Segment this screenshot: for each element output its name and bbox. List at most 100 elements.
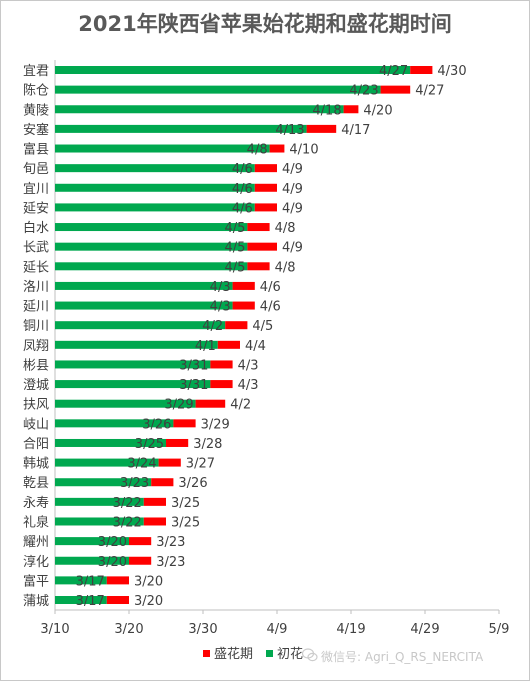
x-tick-label: 5/9 xyxy=(489,622,510,637)
data-label-full: 3/20 xyxy=(134,594,163,609)
bar-full-bloom xyxy=(247,262,270,271)
legend-label: 初花 xyxy=(277,646,303,662)
category-label: 合阳 xyxy=(23,437,49,452)
chart-title: 2021年陕西省苹果始花期和盛花期时间 xyxy=(78,12,452,36)
data-label-full: 3/25 xyxy=(171,496,200,511)
bar-initial-bloom xyxy=(55,66,411,74)
bar-full-bloom xyxy=(254,203,277,212)
bar-full-bloom xyxy=(254,183,277,192)
bar-initial-bloom xyxy=(55,380,211,389)
bar-full-bloom xyxy=(254,164,277,173)
bar-full-bloom xyxy=(343,105,359,114)
data-label-initial: 3/20 xyxy=(98,555,127,570)
data-label-full: 4/9 xyxy=(282,241,303,256)
bar-full-bloom xyxy=(173,419,196,428)
data-label-initial: 4/3 xyxy=(210,300,231,315)
bar-full-bloom xyxy=(210,360,233,369)
data-label-initial: 4/27 xyxy=(379,64,408,79)
category-label: 富县 xyxy=(23,142,49,158)
bar-full-bloom xyxy=(210,380,233,389)
bar-full-bloom xyxy=(106,596,129,605)
bar-full-bloom xyxy=(166,438,189,447)
category-label: 耀州 xyxy=(23,535,49,550)
bar-initial-bloom xyxy=(55,144,270,153)
data-label-initial: 4/18 xyxy=(312,103,341,118)
bar-initial-bloom xyxy=(55,203,255,212)
bar-full-bloom xyxy=(151,478,174,487)
data-label-initial: 4/13 xyxy=(275,123,304,138)
x-tick-label: 4/19 xyxy=(336,622,365,637)
bar-full-bloom xyxy=(143,517,166,526)
data-label-initial: 3/31 xyxy=(179,378,208,393)
category-label: 宜川 xyxy=(23,182,49,197)
data-label-full: 4/4 xyxy=(245,339,266,354)
bar-initial-bloom xyxy=(55,262,248,271)
data-label-full: 3/26 xyxy=(178,476,207,491)
bar-full-bloom xyxy=(195,399,226,408)
bar-full-bloom xyxy=(143,497,166,506)
bar-initial-bloom xyxy=(55,556,129,565)
bar-initial-bloom xyxy=(55,419,174,428)
category-label: 洛川 xyxy=(23,280,49,295)
category-label: 延长 xyxy=(23,260,49,275)
data-label-full: 4/8 xyxy=(275,221,296,236)
bar-full-bloom xyxy=(106,576,129,585)
data-label-initial: 3/31 xyxy=(179,358,208,373)
data-label-full: 4/27 xyxy=(415,84,444,99)
category-label: 礼泉 xyxy=(23,514,49,530)
category-label: 安塞 xyxy=(23,122,49,138)
data-label-initial: 3/17 xyxy=(76,594,105,609)
bar-initial-bloom xyxy=(55,124,307,133)
data-label-full: 4/3 xyxy=(238,378,259,393)
data-label-full: 4/6 xyxy=(260,280,281,295)
data-label-initial: 3/20 xyxy=(98,535,127,550)
bar-full-bloom xyxy=(306,124,337,133)
data-label-full: 3/23 xyxy=(156,555,185,570)
bar-full-bloom xyxy=(129,537,152,546)
data-label-initial: 4/8 xyxy=(247,143,268,158)
bar-initial-bloom xyxy=(55,478,152,487)
data-label-full: 4/9 xyxy=(282,201,303,216)
bar-initial-bloom xyxy=(55,301,233,310)
bar-full-bloom xyxy=(158,458,181,467)
category-label: 凤翔 xyxy=(23,339,49,354)
category-label: 澄城 xyxy=(23,378,49,393)
x-tick-label: 3/10 xyxy=(40,622,69,637)
data-label-full: 4/6 xyxy=(260,300,281,315)
category-label: 长武 xyxy=(23,241,49,256)
category-label: 陈仓 xyxy=(23,83,49,99)
data-label-initial: 4/3 xyxy=(210,280,231,295)
category-label: 延安 xyxy=(23,201,49,216)
category-label: 铜川 xyxy=(23,319,49,334)
x-tick-label: 3/30 xyxy=(188,622,217,637)
bar-full-bloom xyxy=(225,321,248,330)
bar-initial-bloom xyxy=(55,596,107,605)
data-label-full: 4/2 xyxy=(230,398,251,413)
category-label: 宜君 xyxy=(23,64,49,79)
x-tick-label: 4/9 xyxy=(267,622,288,637)
category-label: 乾县 xyxy=(23,476,49,491)
category-label: 岐山 xyxy=(23,417,49,432)
data-label-initial: 4/5 xyxy=(224,241,245,256)
bar-initial-bloom xyxy=(55,537,129,546)
bar-full-bloom xyxy=(217,340,240,349)
bar-initial-bloom xyxy=(55,242,248,251)
data-label-initial: 3/23 xyxy=(120,476,149,491)
data-label-full: 3/20 xyxy=(134,574,163,589)
data-label-full: 3/29 xyxy=(201,417,230,432)
category-label: 扶风 xyxy=(23,398,49,413)
bar-initial-bloom xyxy=(55,164,255,173)
category-label: 蒲城 xyxy=(23,594,49,609)
data-label-initial: 3/29 xyxy=(164,398,193,413)
bar-full-bloom xyxy=(269,144,285,153)
data-label-full: 3/27 xyxy=(186,457,215,472)
data-label-initial: 3/22 xyxy=(113,515,142,530)
legend-swatch xyxy=(266,650,273,657)
bar-initial-bloom xyxy=(55,340,218,349)
data-label-full: 4/3 xyxy=(238,358,259,373)
bar-full-bloom xyxy=(129,556,152,565)
bar-full-bloom xyxy=(232,301,255,310)
data-label-initial: 4/6 xyxy=(232,162,253,177)
bar-initial-bloom xyxy=(55,105,344,114)
